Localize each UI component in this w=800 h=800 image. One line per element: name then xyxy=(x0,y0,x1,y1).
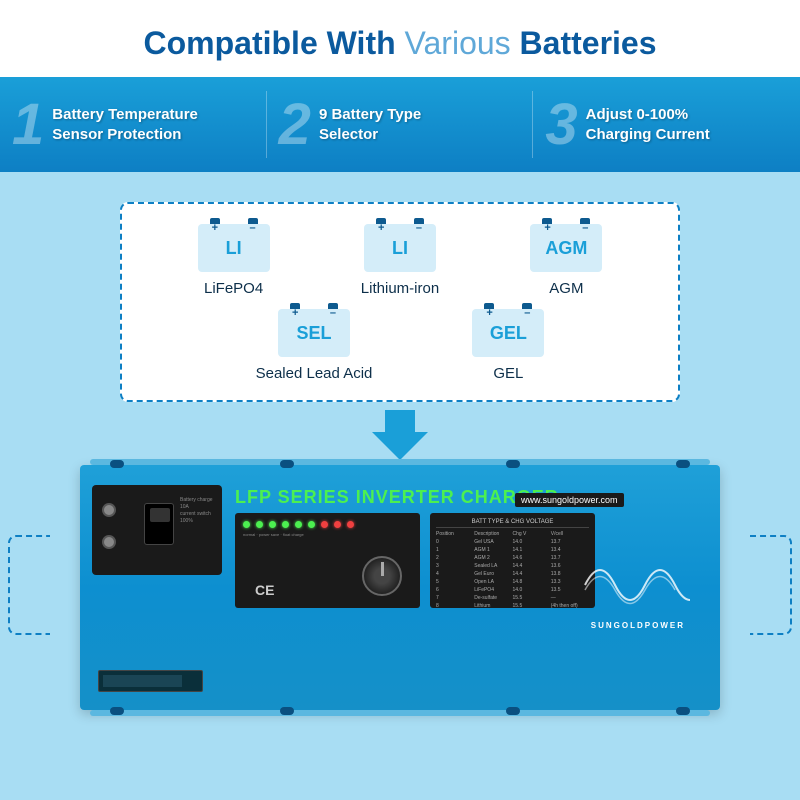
feature-2: 2 9 Battery Type Selector xyxy=(267,77,534,172)
table-row: 2AGM 214.613.7 xyxy=(436,554,589,562)
battery-icon: +– AGM xyxy=(530,224,602,272)
inverter-device: Battery charge 10A current switch 100% L… xyxy=(80,465,720,710)
title-part1: Compatible With xyxy=(144,25,396,61)
battery-lifepo4: +– LI LiFePO4 xyxy=(198,224,270,297)
led-green xyxy=(243,521,250,528)
led-green xyxy=(295,521,302,528)
inverter-title: LFP SERIES INVERTER CHARGER xyxy=(235,487,559,508)
table-row: 6LiFePO414.013.5 xyxy=(436,586,589,594)
led-red xyxy=(321,521,328,528)
led-green xyxy=(308,521,315,528)
battery-gel: +– GEL GEL xyxy=(472,309,544,382)
battery-types-box: +– LI LiFePO4 +– LI Lithium-iron +– AGM xyxy=(120,202,680,402)
feature-3: 3 Adjust 0-100% Charging Current xyxy=(533,77,800,172)
voltage-table: PositionDescriptionChg VV/cell0Gel USA14… xyxy=(436,530,589,610)
feature-1-num: 1 xyxy=(12,91,44,158)
bottom-rail xyxy=(90,710,710,716)
led-green xyxy=(269,521,276,528)
feature-1-text: Battery Temperature Sensor Protection xyxy=(52,105,198,144)
mount-hole xyxy=(280,460,294,468)
table-row: 1AGM 114.113.4 xyxy=(436,546,589,554)
mount-hole xyxy=(280,707,294,715)
led-red xyxy=(334,521,341,528)
mount-hole xyxy=(110,707,124,715)
power-switch xyxy=(144,503,174,545)
feature-2-num: 2 xyxy=(279,91,311,158)
table-row: PositionDescriptionChg VV/cell xyxy=(436,530,589,538)
battery-agm: +– AGM AGM xyxy=(530,224,602,297)
table-row: 7De-sulfate15.5— xyxy=(436,594,589,602)
adjust-dial-icon xyxy=(362,556,402,596)
arrow-stem xyxy=(385,410,415,432)
right-panel: BATT TYPE & CHG VOLTAGE PositionDescript… xyxy=(430,513,595,608)
led-labels: normal · power save · float charge xyxy=(243,532,412,538)
main-title: Compatible With Various Batteries xyxy=(0,0,800,77)
inverter-area: Battery charge 10A current switch 100% L… xyxy=(50,465,750,710)
terminal-2 xyxy=(102,535,116,549)
infographic-container: Compatible With Various Batteries 1 Batt… xyxy=(0,0,800,800)
mount-hole xyxy=(506,460,520,468)
table-row: 8Lithium15.5(4h then off) xyxy=(436,602,589,610)
title-part2: Various xyxy=(405,25,511,61)
left-control-panel: Battery charge 10A current switch 100% xyxy=(92,485,222,575)
led-green xyxy=(256,521,263,528)
arrow-down-icon xyxy=(372,432,428,460)
battery-icon: +– SEL xyxy=(278,309,350,357)
led-row xyxy=(243,521,412,528)
top-rail xyxy=(90,459,710,465)
battery-icon: +– LI xyxy=(364,224,436,272)
table-row: 4Gel Euro14.413.8 xyxy=(436,570,589,578)
panel-header: BATT TYPE & CHG VOLTAGE xyxy=(436,519,589,528)
mount-hole xyxy=(506,707,520,715)
battery-row-1: +– LI LiFePO4 +– LI Lithium-iron +– AGM xyxy=(152,224,648,297)
features-bar: 1 Battery Temperature Sensor Protection … xyxy=(0,77,800,172)
battery-icon: +– LI xyxy=(198,224,270,272)
lcd-display xyxy=(98,670,203,692)
mount-hole xyxy=(676,707,690,715)
battery-row-2: +– SEL Sealed Lead Acid +– GEL GEL xyxy=(152,309,648,382)
connector-right xyxy=(750,535,792,635)
terminal-1 xyxy=(102,503,116,517)
main-area: +– LI LiFePO4 +– LI Lithium-iron +– AGM xyxy=(0,172,800,800)
feature-3-num: 3 xyxy=(545,91,577,158)
title-part3: Batteries xyxy=(520,25,657,61)
table-row: 5Open LA14.813.3 xyxy=(436,578,589,586)
connector-left xyxy=(8,535,50,635)
battery-lithium-iron: +– LI Lithium-iron xyxy=(361,224,439,297)
feature-3-text: Adjust 0-100% Charging Current xyxy=(586,105,710,144)
ce-mark: CE xyxy=(255,582,274,598)
led-red xyxy=(347,521,354,528)
led-green xyxy=(282,521,289,528)
table-row: 0Gel USA14.013.7 xyxy=(436,538,589,546)
battery-sealed-lead-acid: +– SEL Sealed Lead Acid xyxy=(256,309,373,382)
battery-icon: +– GEL xyxy=(472,309,544,357)
feature-1: 1 Battery Temperature Sensor Protection xyxy=(0,77,267,172)
mount-hole xyxy=(676,460,690,468)
switch-label: Battery charge 10A current switch 100% xyxy=(180,497,222,525)
inverter-url: www.sungoldpower.com xyxy=(515,493,624,507)
mount-hole xyxy=(110,460,124,468)
wave-logo-icon xyxy=(580,535,690,605)
feature-2-text: 9 Battery Type Selector xyxy=(319,105,421,144)
table-row: 3Sealed LA14.413.6 xyxy=(436,562,589,570)
brand-label: SUNGOLDPOWER xyxy=(591,621,685,630)
center-panel: normal · power save · float charge CE xyxy=(235,513,420,608)
